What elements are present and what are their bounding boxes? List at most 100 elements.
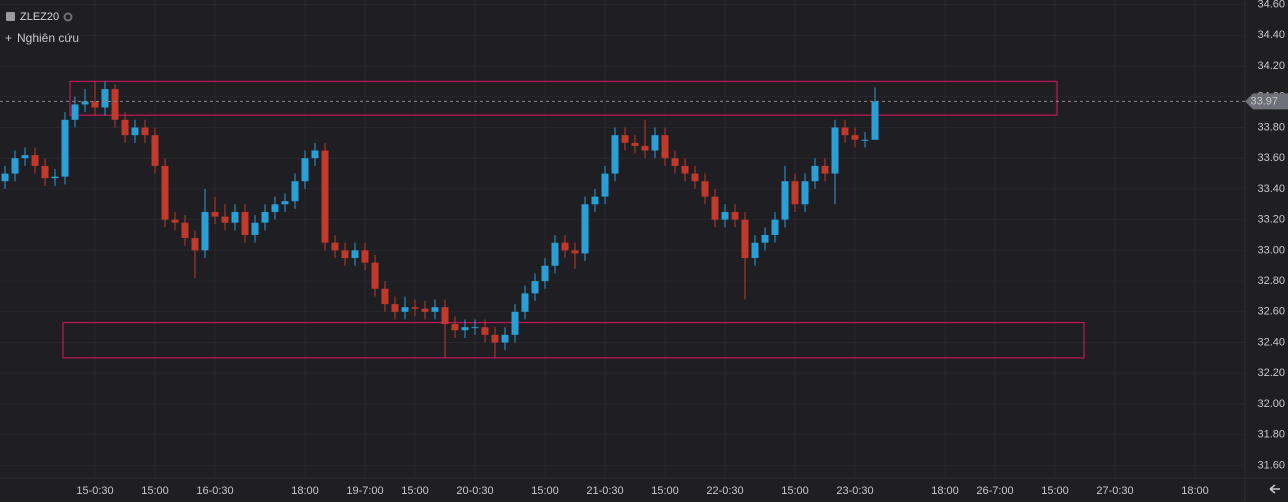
- candle-body: [61, 119, 69, 177]
- x-tick-label: 18:00: [291, 485, 319, 497]
- candle-body: [21, 155, 29, 159]
- x-tick-label: 23-0:30: [836, 485, 873, 497]
- y-tick-label: 33.20: [1257, 214, 1285, 226]
- candle-body: [251, 222, 259, 235]
- candle-body: [671, 158, 679, 166]
- candle-body: [571, 250, 579, 254]
- candle-body: [701, 181, 709, 197]
- x-tick-label: 19-7:00: [346, 485, 383, 497]
- candle-body: [261, 211, 269, 223]
- candle-body: [31, 155, 39, 166]
- candle-body: [611, 135, 619, 174]
- candle-body: [91, 101, 99, 108]
- settings-icon[interactable]: [63, 12, 73, 22]
- candle-body: [841, 127, 849, 136]
- y-tick-label: 33.60: [1257, 152, 1285, 164]
- candle-body: [351, 250, 359, 259]
- candle-body: [81, 101, 89, 105]
- x-tick-label: 18:00: [1181, 485, 1209, 497]
- last-price-tag: [1245, 93, 1288, 110]
- candle-body: [511, 311, 519, 335]
- candle-body: [601, 173, 609, 197]
- candle-body: [241, 211, 249, 235]
- candle-body: [791, 181, 799, 205]
- candle-body: [211, 211, 219, 217]
- x-tick-label: 15:00: [531, 485, 559, 497]
- price-zone: [62, 321, 1085, 359]
- x-tick-label: 15:00: [141, 485, 169, 497]
- candle-body: [831, 127, 839, 174]
- candle-body: [121, 119, 129, 136]
- candle-body: [11, 158, 19, 174]
- y-tick-label: 33.00: [1257, 244, 1285, 256]
- candle-body: [361, 250, 369, 263]
- symbol[interactable]: ZLEZ20: [20, 11, 59, 23]
- candle-body: [811, 165, 819, 182]
- candle-body: [861, 139, 869, 141]
- candle-body: [471, 327, 479, 329]
- candle-body: [231, 211, 239, 223]
- candle-body: [781, 181, 789, 220]
- candle-body: [871, 101, 879, 140]
- candle-body: [451, 324, 459, 331]
- y-tick-label: 34.40: [1257, 29, 1285, 41]
- candle-body: [311, 150, 319, 159]
- scroll-button[interactable]: [1269, 484, 1280, 494]
- symbol-icon[interactable]: [6, 12, 15, 21]
- candle-body: [151, 135, 159, 166]
- candle-body: [801, 181, 809, 205]
- y-tick-label: 32.00: [1257, 398, 1285, 410]
- x-tick-label: 21-0:30: [586, 485, 623, 497]
- candle-body: [161, 165, 169, 220]
- y-tick-label: 34.20: [1257, 60, 1285, 72]
- x-tick-label: 16-0:30: [196, 485, 233, 497]
- candle-body: [221, 216, 229, 223]
- candle-body: [591, 196, 599, 205]
- x-tick-label: 15:00: [781, 485, 809, 497]
- candle-body: [711, 196, 719, 220]
- candle-body: [291, 181, 299, 202]
- candle-body: [421, 308, 429, 312]
- candle-body: [621, 135, 629, 143]
- candle-body: [541, 265, 549, 282]
- candle-body: [681, 165, 689, 174]
- price-zone: [69, 80, 1058, 116]
- study-button[interactable]: Nghiên cứu: [17, 31, 79, 45]
- candle-body: [401, 307, 409, 312]
- candle-body: [491, 334, 499, 343]
- candle-body: [51, 176, 59, 179]
- candle-body: [691, 173, 699, 182]
- y-tick-label: 32.60: [1257, 306, 1285, 318]
- y-tick-label: 31.60: [1257, 459, 1285, 471]
- candle-body: [101, 89, 109, 108]
- candle-body: [71, 104, 79, 120]
- x-tick-label: 22-0:30: [706, 485, 743, 497]
- study-plus[interactable]: +: [5, 31, 12, 45]
- candle-body: [651, 135, 659, 151]
- x-tick-label: 15:00: [1041, 485, 1069, 497]
- candle-body: [391, 304, 399, 312]
- candle-body: [641, 145, 649, 151]
- candle-body: [41, 165, 49, 179]
- candle-body: [281, 201, 289, 205]
- candle-body: [431, 307, 439, 312]
- candle-body: [141, 127, 149, 136]
- grid: [0, 0, 1245, 478]
- candle-body: [751, 242, 759, 259]
- x-tick-label: 18:00: [931, 485, 959, 497]
- candle-body: [171, 219, 179, 223]
- y-tick-label: 32.20: [1257, 367, 1285, 379]
- x-tick-label: 15:00: [651, 485, 679, 497]
- candle-body: [301, 158, 309, 182]
- candle-body: [331, 242, 339, 251]
- candle-body: [271, 204, 279, 212]
- candle-body: [581, 204, 589, 254]
- candle-body: [381, 288, 389, 305]
- candle-body: [531, 281, 539, 294]
- x-tick-label: 26-7:00: [976, 485, 1013, 497]
- y-tick-label: 32.80: [1257, 275, 1285, 287]
- x-tick-label: 20-0:30: [456, 485, 493, 497]
